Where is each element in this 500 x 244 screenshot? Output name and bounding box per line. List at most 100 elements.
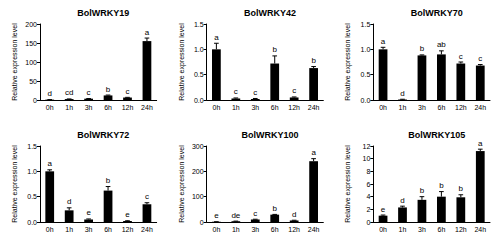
svg-text:b: b	[420, 186, 425, 195]
svg-text:24h: 24h	[308, 104, 320, 111]
svg-text:e: e	[86, 208, 91, 217]
svg-text:d: d	[47, 89, 51, 98]
svg-text:12h: 12h	[288, 226, 300, 233]
svg-text:6h: 6h	[437, 226, 445, 233]
svg-text:3h: 3h	[251, 104, 259, 111]
svg-text:100: 100	[192, 193, 204, 200]
svg-text:Relative expression level: Relative expression level	[344, 23, 352, 101]
svg-text:6h: 6h	[104, 104, 112, 111]
svg-text:0h: 0h	[379, 104, 387, 111]
svg-text:a: a	[381, 37, 386, 46]
svg-text:e: e	[381, 205, 386, 214]
svg-text:24h: 24h	[308, 226, 320, 233]
svg-text:1h: 1h	[65, 104, 73, 111]
svg-text:12h: 12h	[288, 104, 300, 111]
svg-text:24h: 24h	[474, 226, 486, 233]
svg-text:a: a	[478, 139, 483, 148]
svg-text:d: d	[67, 197, 71, 206]
svg-text:0.5: 0.5	[361, 71, 371, 78]
svg-text:0: 0	[200, 219, 204, 226]
svg-text:c: c	[87, 88, 91, 97]
svg-text:0: 0	[33, 97, 37, 104]
svg-text:1.0: 1.0	[361, 46, 371, 53]
svg-text:b: b	[311, 56, 316, 65]
svg-text:24h: 24h	[474, 104, 486, 111]
svg-text:150: 150	[25, 40, 37, 47]
svg-text:0: 0	[366, 219, 370, 226]
svg-text:0.5: 0.5	[194, 71, 204, 78]
svg-text:Relative expression level: Relative expression level	[178, 23, 186, 101]
svg-text:cd: cd	[65, 88, 73, 97]
svg-text:b: b	[420, 44, 425, 53]
svg-text:BolWRKY70: BolWRKY70	[411, 8, 463, 18]
svg-text:3h: 3h	[418, 104, 426, 111]
svg-text:c: c	[253, 209, 257, 218]
svg-text:BolWRKY105: BolWRKY105	[408, 130, 465, 140]
svg-text:c: c	[234, 87, 238, 96]
svg-text:Relative expression level: Relative expression level	[11, 145, 19, 223]
svg-text:c: c	[253, 88, 257, 97]
svg-text:2: 2	[366, 206, 370, 213]
svg-text:BolWRKY42: BolWRKY42	[244, 8, 296, 18]
svg-text:6h: 6h	[437, 104, 445, 111]
svg-text:0.0: 0.0	[361, 97, 371, 104]
svg-text:BolWRKY19: BolWRKY19	[77, 8, 129, 18]
svg-text:0h: 0h	[46, 104, 54, 111]
svg-text:b: b	[106, 176, 111, 185]
svg-text:ab: ab	[437, 40, 446, 49]
svg-text:a: a	[145, 28, 150, 37]
svg-text:12h: 12h	[122, 104, 134, 111]
svg-text:3h: 3h	[418, 226, 426, 233]
svg-text:b: b	[106, 85, 111, 94]
svg-text:b: b	[272, 204, 277, 213]
svg-text:b: b	[272, 45, 277, 54]
svg-text:b: b	[439, 181, 444, 190]
svg-text:0h: 0h	[46, 226, 54, 233]
svg-text:12: 12	[363, 143, 371, 150]
svg-text:1h: 1h	[65, 226, 73, 233]
svg-text:50: 50	[29, 78, 37, 85]
svg-text:1.0: 1.0	[27, 168, 37, 175]
svg-text:12h: 12h	[455, 104, 467, 111]
svg-text:a: a	[214, 33, 219, 42]
svg-text:300: 300	[192, 143, 204, 150]
svg-text:BolWRKY72: BolWRKY72	[77, 130, 129, 140]
svg-text:6h: 6h	[271, 104, 279, 111]
svg-text:1.5: 1.5	[27, 143, 37, 150]
svg-text:10: 10	[363, 155, 371, 162]
svg-text:d: d	[400, 196, 404, 205]
svg-text:1h: 1h	[399, 104, 407, 111]
svg-text:e: e	[125, 210, 130, 219]
svg-text:3h: 3h	[85, 104, 93, 111]
svg-text:e: e	[214, 211, 219, 220]
svg-text:12h: 12h	[455, 226, 467, 233]
svg-text:1.0: 1.0	[194, 46, 204, 53]
svg-text:1h: 1h	[232, 226, 240, 233]
svg-text:8: 8	[366, 168, 370, 175]
svg-text:de: de	[231, 211, 240, 220]
svg-text:0.0: 0.0	[27, 219, 37, 226]
svg-text:0h: 0h	[379, 226, 387, 233]
svg-text:6: 6	[366, 181, 370, 188]
svg-text:100: 100	[25, 59, 37, 66]
svg-text:c: c	[145, 192, 149, 201]
svg-text:12h: 12h	[122, 226, 134, 233]
svg-text:c: c	[126, 87, 130, 96]
svg-text:1.5: 1.5	[361, 21, 371, 28]
svg-text:c: c	[478, 54, 482, 63]
svg-text:b: b	[459, 184, 464, 193]
svg-text:1h: 1h	[232, 104, 240, 111]
svg-text:24h: 24h	[141, 104, 153, 111]
svg-text:1h: 1h	[399, 226, 407, 233]
svg-text:a: a	[311, 148, 316, 157]
svg-text:0h: 0h	[212, 104, 220, 111]
svg-text:6h: 6h	[271, 226, 279, 233]
svg-text:24h: 24h	[141, 226, 153, 233]
svg-text:c: c	[292, 86, 296, 95]
svg-text:200: 200	[192, 168, 204, 175]
svg-text:0.0: 0.0	[194, 97, 204, 104]
svg-text:Relative expression level: Relative expression level	[178, 145, 186, 223]
svg-text:d: d	[292, 210, 296, 219]
svg-text:1.5: 1.5	[194, 21, 204, 28]
svg-text:a: a	[47, 159, 52, 168]
